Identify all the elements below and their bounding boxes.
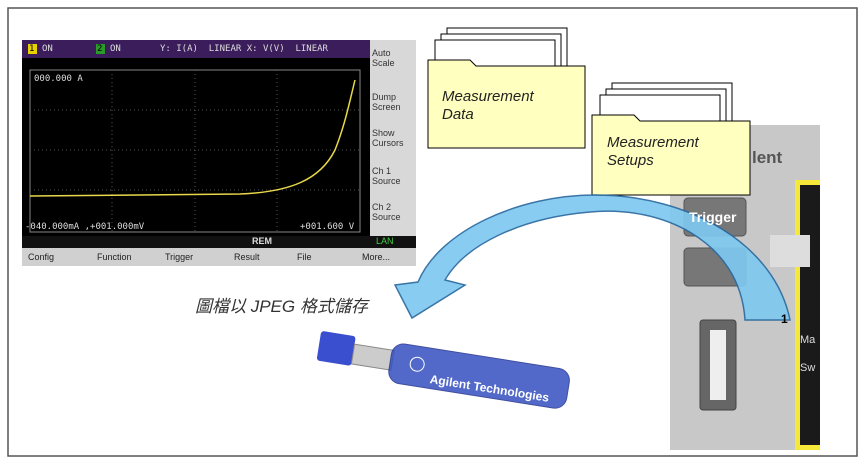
screen-header	[22, 40, 370, 58]
status: REM	[252, 236, 272, 246]
brand: lent	[752, 148, 783, 167]
axes: Y: I(A) LINEAR X: V(V) LINEAR	[160, 44, 328, 54]
softkey: Auto Scale	[372, 48, 395, 68]
frame	[7, 7, 858, 457]
ch2: 2	[97, 44, 103, 54]
ch1: 1	[29, 44, 35, 54]
button-label: Trigger	[689, 209, 737, 225]
screen	[22, 40, 416, 266]
caption: 圖檔以 JPEG 格式儲存	[195, 297, 368, 316]
tab: Config	[28, 252, 55, 262]
status-bar	[22, 236, 416, 248]
tab-bar	[22, 248, 416, 266]
iv-curve	[29, 79, 356, 197]
ch2-state: ON	[110, 44, 121, 54]
plug	[770, 235, 810, 267]
tab: Trigger	[165, 252, 194, 262]
display	[800, 185, 820, 445]
folder-setups	[591, 114, 751, 196]
display-label: Sw	[800, 362, 816, 374]
tab: File	[297, 252, 312, 262]
channel: 1	[781, 312, 788, 326]
usb-stick	[316, 331, 570, 409]
softkey: Dump Screen	[372, 92, 401, 112]
tab: Function	[97, 252, 132, 262]
softkey: Show Cursors	[372, 128, 404, 148]
tab: More...	[362, 252, 391, 262]
softkey: Ch 2 Source	[372, 202, 401, 222]
softkey-panel	[370, 40, 416, 236]
cursor-readout: -040.000mA ,+001.000mV	[25, 222, 145, 232]
folder-label: Measurement Setups	[607, 134, 699, 169]
folder-label: Measurement Data	[442, 88, 534, 123]
folder-data	[427, 59, 586, 149]
arrow	[393, 194, 791, 321]
softkey: Ch 1 Source	[372, 166, 401, 186]
x-readout: +001.600 V	[300, 222, 355, 232]
ch1-state: ON	[42, 44, 53, 54]
y-readout: 000.000 A	[34, 74, 83, 84]
display-label: Ma	[800, 334, 816, 346]
lan: LAN	[376, 236, 394, 246]
usb-slot	[710, 330, 726, 400]
tab: Result	[234, 252, 260, 262]
